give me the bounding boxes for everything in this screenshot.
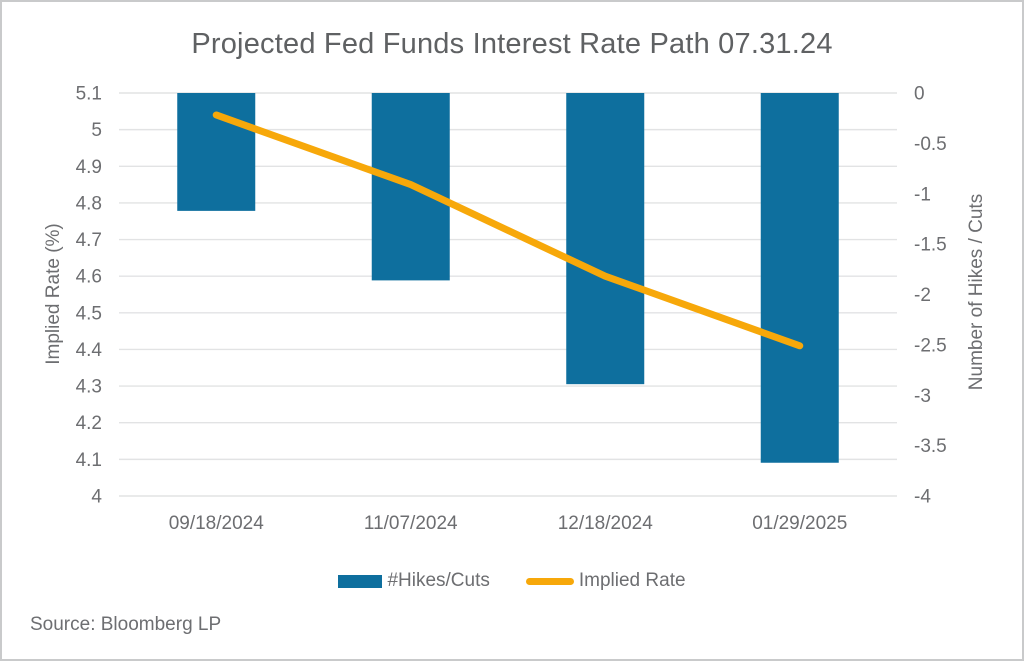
bar-hikes-cuts [566, 93, 645, 385]
right-axis-tick-label: 0 [914, 84, 925, 105]
left-axis-tick-label: 4.5 [76, 303, 102, 324]
legend-item-hikes-cuts: #Hikes/Cuts [338, 570, 490, 592]
legend-item-implied-rate: Implied Rate [525, 570, 686, 592]
left-axis-tick-label: 5.1 [76, 84, 102, 105]
right-axis-tick-label: -3 [914, 386, 931, 407]
left-axis-tick-label: 4.9 [76, 157, 102, 178]
bar-hikes-cuts [177, 93, 256, 211]
right-axis-tick-label: -4 [914, 487, 931, 508]
implied-rate-line [212, 111, 804, 350]
line-swatch-icon [525, 577, 574, 585]
bar-hikes-cuts [760, 93, 839, 463]
left-axis-tick-label: 4.6 [76, 267, 102, 288]
left-axis-tick-label: 4.8 [76, 193, 102, 214]
x-axis-tick-label: 11/07/2024 [364, 513, 458, 534]
left-axis-tick-label: 4.1 [76, 450, 102, 471]
left-axis-tick-label: 4.2 [76, 413, 102, 434]
right-axis-tick-label: -2 [914, 285, 931, 306]
x-axis-tick-label: 12/18/2024 [558, 513, 654, 534]
right-axis-tick-label: -1 [914, 184, 931, 205]
right-axis-tick-label: -3.5 [914, 436, 947, 457]
legend-label-hikes-cuts: #Hikes/Cuts [387, 570, 490, 591]
legend-label-implied-rate: Implied Rate [578, 570, 686, 591]
x-axis-tick-label: 01/29/2025 [752, 513, 847, 534]
left-axis-tick-label: 4 [91, 487, 102, 508]
chart-title: Projected Fed Funds Interest Rate Path 0… [191, 28, 833, 60]
x-axis-tick-label: 09/18/2024 [169, 513, 265, 534]
left-axis-tick-label: 5 [91, 120, 102, 141]
left-axis-tick-label: 4.7 [76, 230, 102, 251]
right-axis-tick-label: -1.5 [914, 235, 947, 256]
legend: #Hikes/Cuts Implied Rate [2, 570, 1022, 592]
left-axis-tick-label: 4.3 [76, 377, 102, 398]
source-note: Source: Bloomberg LP [30, 614, 222, 635]
bar-swatch-icon [338, 574, 383, 588]
right-axis-tick-label: -2.5 [914, 335, 947, 356]
left-axis-tick-label: 4.4 [76, 340, 103, 361]
right-axis-tick-label: -0.5 [914, 134, 947, 155]
